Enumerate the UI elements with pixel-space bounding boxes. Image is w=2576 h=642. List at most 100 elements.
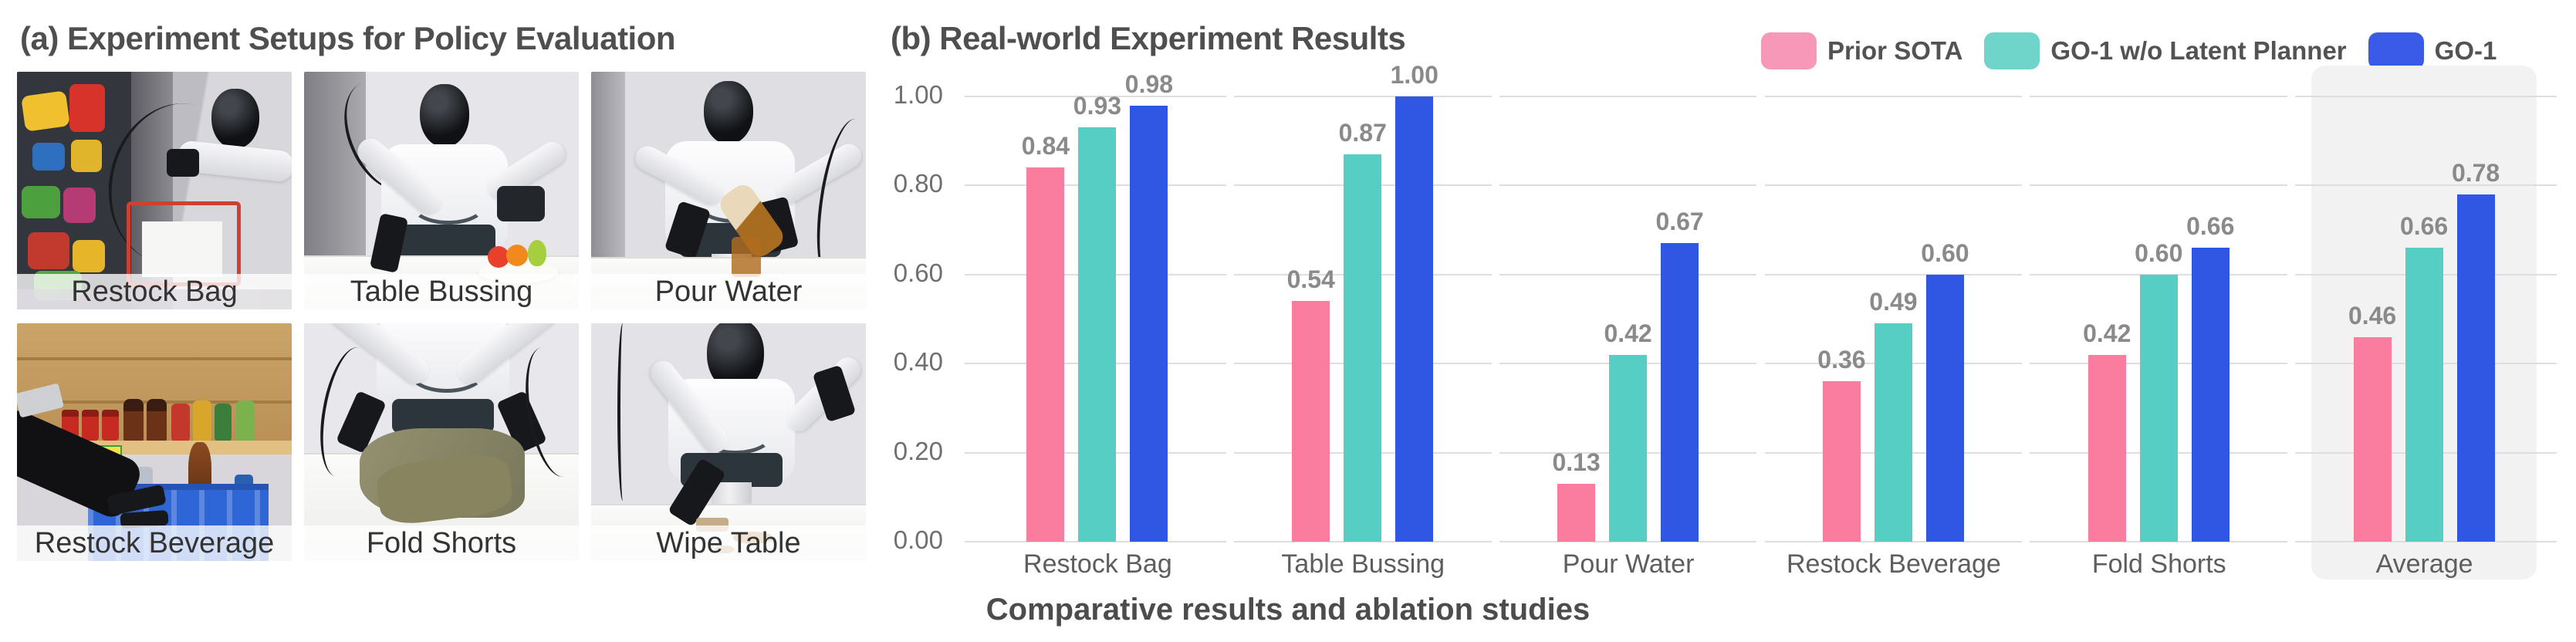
bar-go-1-w-o-latent-planner [2139,275,2178,542]
bar-value-label: 0.66 [2186,212,2235,240]
photo-label: Restock Bag [17,274,292,309]
photo-label-text: Pour Water [654,275,803,308]
bar-value-label: 0.87 [1338,119,1387,147]
bar-value-label: 0.49 [1869,288,1918,316]
legend-item: GO-1 w/o Latent Planner [1984,32,2347,69]
bar-prior-sota [2088,355,2126,542]
bar-go-1-w-o-latent-planner [2405,248,2443,542]
bar-value-label: 0.46 [2348,302,2397,329]
y-tick-label: 0.60 [893,258,943,287]
bar-go-1-w-o-latent-planner [1344,154,1382,542]
bar-go-1 [1130,106,1168,542]
gridline [1499,541,1757,542]
gridline [1233,96,1492,97]
bar-go-1 [1661,243,1699,542]
robot-head [704,81,753,144]
panel-a-title: (a) Experiment Setups for Policy Evaluat… [20,20,676,56]
x-category-label: Restock Beverage [1787,549,2001,579]
gridline [2030,184,2288,187]
bar-prior-sota [1026,167,1065,542]
chart-legend: Prior SOTA GO-1 w/o Latent Planner GO-1 [1761,32,2497,69]
gridline [965,541,1226,542]
gridline [2030,273,2288,275]
photo-restock-beverage: Restock Beverage [17,323,292,561]
bar-value-label: 0.78 [2451,159,2500,187]
photo-label-text: Table Bussing [350,275,533,308]
bar-value-label: 0.98 [1124,70,1174,98]
photo-wipe-table: Wipe Table [591,323,866,561]
legend-label: Prior SOTA [1827,36,1963,65]
bar-value-label: 0.60 [2135,239,2183,267]
bar-prior-sota [1557,484,1596,542]
bar-prior-sota [1822,381,1861,542]
y-tick-label: 0.20 [893,436,943,465]
bar-value-label: 0.84 [1021,132,1070,160]
x-category-label: Fold Shorts [2091,549,2226,579]
photo-label: Restock Beverage [17,525,292,561]
figure-caption: Comparative results and ablation studies [985,593,1591,627]
photo-grid: Restock Bag [17,72,866,561]
bar-value-label: 0.93 [1073,92,1122,120]
gridline [2295,96,2557,97]
bar-go-1 [2456,194,2495,542]
robot-head [211,89,259,149]
y-tick-label: 0.00 [893,525,943,554]
bar-value-label: 0.54 [1286,265,1335,293]
gridline [2030,96,2288,97]
legend-swatch-icon [2368,32,2424,69]
photo-label: Pour Water [591,274,866,309]
gridline [1764,541,2023,542]
photo-table-bussing: Table Bussing [304,72,579,309]
y-tick-label: 1.00 [893,80,943,109]
x-category-label: Pour Water [1562,549,1695,579]
photo-label: Wipe Table [591,525,866,561]
x-category-label: Restock Bag [1023,549,1172,579]
x-category-label: Table Bussing [1281,549,1445,579]
photo-label-text: Restock Bag [71,275,238,308]
photo-label-text: Restock Beverage [34,526,275,559]
photo-label-text: Wipe Table [656,526,801,559]
gridline [1764,96,2023,97]
glass [732,237,761,277]
x-category-label: Average [2375,549,2473,579]
legend-swatch-icon [1984,32,2040,69]
y-tick-label: 0.80 [893,169,943,198]
bar-value-label: 0.66 [2399,212,2449,240]
gridline [2295,541,2557,542]
panel-b-title: (b) Real-world Experiment Results [891,20,1406,56]
gridline [1499,273,1757,275]
bar-prior-sota [1292,301,1330,542]
legend-label: GO-1 [2434,36,2497,65]
photo-label-text: Fold Shorts [366,526,517,559]
bar-go-1 [1925,275,1964,542]
photo-fold-shorts: Fold Shorts [304,323,579,561]
gridline [965,96,1226,97]
white-box [142,221,222,277]
bar-go-1-w-o-latent-planner [1874,323,1912,542]
photo-restock-bag: Restock Bag [17,72,292,309]
legend-item: Prior SOTA [1761,32,1962,69]
gridline [1233,541,1492,542]
bar-prior-sota [2353,337,2392,542]
photo-label: Table Bussing [304,274,579,309]
bar-value-label: 0.36 [1817,346,1866,373]
bar-go-1-w-o-latent-planner [1078,127,1117,542]
bar-go-1 [2191,248,2229,542]
gridline [1764,184,2023,187]
gridline [1499,184,1757,187]
bar-value-label: 1.00 [1390,61,1438,89]
bar-value-label: 0.67 [1655,208,1704,235]
gridline [1764,273,2023,275]
gridline [2295,184,2557,187]
legend-item: GO-1 [2368,32,2497,69]
photo-label: Fold Shorts [304,525,579,561]
bar-go-1 [1395,96,1434,542]
bar-value-label: 0.60 [1921,239,1969,267]
y-tick-label: 0.40 [893,347,943,377]
bar-go-1-w-o-latent-planner [1609,355,1648,542]
photo-pour-water: Pour Water [591,72,866,309]
bar-value-label: 0.42 [1604,319,1652,347]
gridline [2030,541,2288,542]
